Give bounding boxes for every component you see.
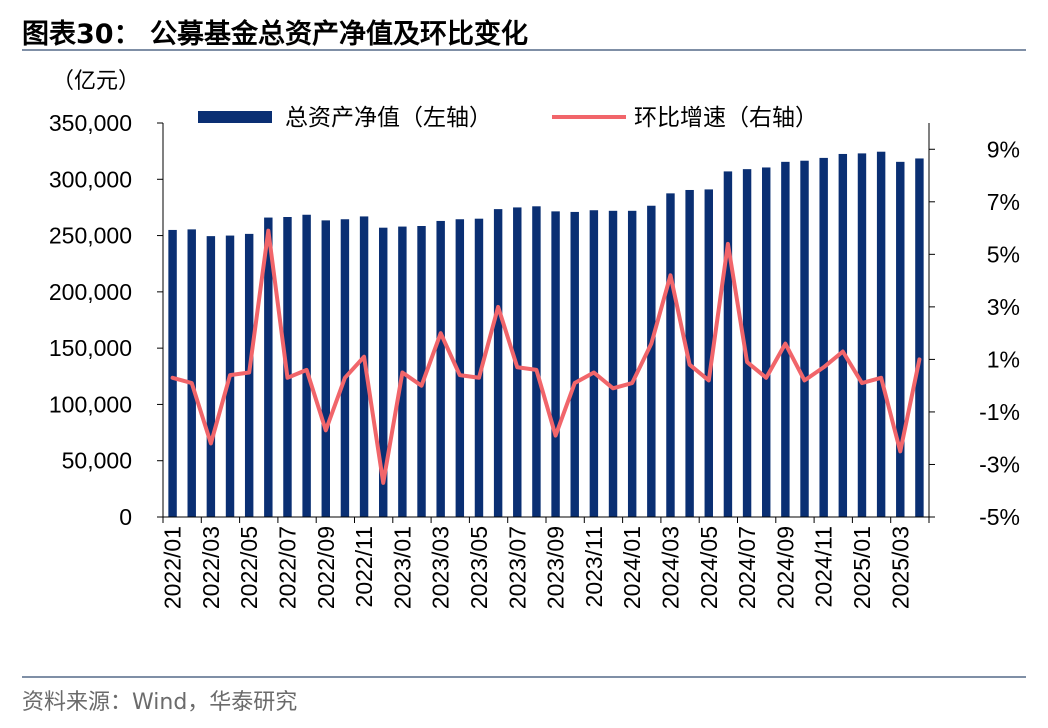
left-tick-label: 300,000 [49,166,132,192]
bar [800,160,809,517]
left-tick-label: 50,000 [62,448,132,474]
left-axis-ticks: 0 50,000 100,000 150,000 200,000 250,000 300,0… [49,110,163,530]
bar [570,211,579,517]
x-tick-label: 2025/01 [849,526,875,609]
x-tick-label: 2023/01 [389,526,415,609]
x-tick-label: 2023/07 [504,526,530,609]
x-tick-label: 2024/05 [696,526,722,609]
bar [417,226,426,517]
bar [455,219,465,517]
bar [532,206,541,518]
bar [838,153,848,517]
bar [340,219,350,517]
bar [896,161,905,517]
growth-rate-line [170,228,922,485]
bar [781,161,790,517]
footer-divider [22,676,1026,678]
x-tick-label: 2022/01 [160,526,186,609]
right-tick-label: 3% [987,294,1020,320]
x-tick-label: 2024/01 [619,526,645,609]
bar [551,211,560,517]
bar [762,167,771,517]
right-tick-label: -1% [979,399,1020,425]
bar [627,210,637,517]
bar [589,210,599,518]
bar [436,220,445,517]
right-axis-ticks: -5% -3% -1% 1% 3% 5% 7% 9% [929,136,1020,530]
bar [723,171,733,517]
legend-bar-swatch [198,111,272,123]
line-series [170,228,922,485]
bar [742,169,752,517]
bar [474,218,484,517]
right-tick-label: -3% [979,451,1020,477]
bar [244,233,254,517]
bar [493,209,503,517]
right-tick-label: 5% [987,241,1020,267]
left-tick-label: 0 [119,504,132,530]
bar [704,189,713,518]
x-tick-label: 2022/09 [313,526,339,609]
x-tick-label: 2023/11 [581,526,607,607]
y-unit-label: （亿元） [52,68,140,93]
x-tick-label: 2025/03 [887,526,913,609]
bar [819,157,828,517]
bar [876,151,886,517]
bar [302,214,311,517]
left-tick-label: 200,000 [49,279,132,305]
x-tick-label: 2023/09 [543,526,569,609]
x-tick-label: 2022/11 [351,526,377,607]
bar [647,205,656,518]
left-tick-label: 350,000 [49,110,132,136]
bar [379,227,388,517]
right-tick-label: -5% [979,504,1020,530]
x-tick-label: 2023/05 [466,526,492,609]
left-tick-label: 100,000 [49,391,132,417]
bar [264,217,273,517]
bar [666,193,675,518]
x-tick-label: 2022/07 [274,526,300,609]
bar [206,236,216,517]
bar [187,229,196,517]
x-tick-label: 2024/09 [772,526,798,609]
bar [608,210,618,517]
x-tick-label: 2024/11 [811,526,837,607]
chart-canvas: 0 50,000 100,000 150,000 200,000 250,000 300,0… [49,68,1020,609]
left-tick-label: 150,000 [49,335,132,361]
legend-line-label: 环比增速（右轴） [634,104,818,130]
right-tick-label: 1% [987,346,1020,372]
right-tick-label: 9% [987,136,1020,162]
left-tick-label: 250,000 [49,223,132,249]
x-tick-label: 2022/05 [236,526,262,609]
x-tick-label: 2022/03 [198,526,224,609]
chart-title: 图表30： 公募基金总资产净值及环比变化 [22,19,528,50]
bar [915,158,924,517]
x-tick-label: 2023/03 [428,526,454,609]
bar [857,153,867,517]
x-tick-label: 2024/03 [657,526,683,609]
legend: 总资产净值（左轴） 环比增速（右轴） [198,104,818,130]
source-note: 资料来源：Wind，华泰研究 [22,690,298,715]
x-tick-label: 2024/07 [734,526,760,609]
x-axis-ticks: 2022/01 2022/03 2022/05 2022/07 2022/09 2022/… [160,517,930,609]
title-divider [22,49,1026,51]
right-tick-label: 7% [987,189,1020,215]
legend-bar-label: 总资产净值（左轴） [285,104,492,130]
bar [168,229,177,517]
bar [685,189,694,518]
bar [321,220,330,517]
axes [162,123,930,518]
